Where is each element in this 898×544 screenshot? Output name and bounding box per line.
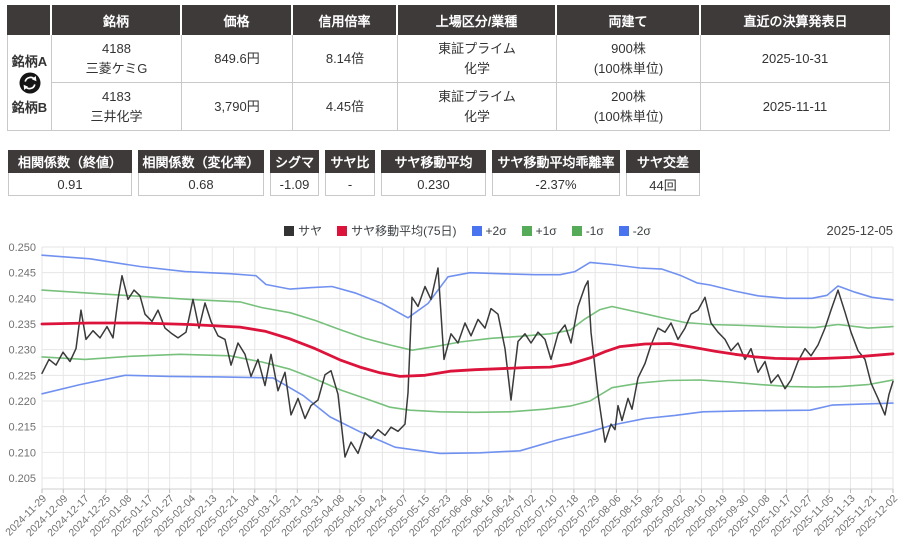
stock-name-a: 三菱ケミG bbox=[85, 60, 148, 76]
stock-code-b: 4183 bbox=[102, 89, 131, 104]
col-header-hedge: 両建て bbox=[557, 5, 701, 35]
hedge-unit-a: (100株単位) bbox=[593, 60, 664, 76]
cell-margin-ratio-b: 4.45倍 bbox=[293, 83, 398, 131]
stat-value: -1.09 bbox=[270, 173, 319, 196]
cell-margin-ratio-a: 8.14倍 bbox=[293, 35, 398, 83]
chart-date-label: 2025-12-05 bbox=[826, 223, 894, 238]
cell-hedge-b: 200株 (100株単位) bbox=[557, 83, 701, 131]
legend-swatch-minus1sigma-icon bbox=[571, 225, 582, 236]
legend-label: +2σ bbox=[485, 223, 507, 238]
cell-hedge-a: 900株 (100株単位) bbox=[557, 35, 701, 83]
col-header-earnings-date: 直近の決算発表日 bbox=[701, 5, 890, 35]
pair-table: 銘柄 価格 信用倍率 上場区分/業種 両建て 直近の決算発表日 銘柄A 銘柄B … bbox=[7, 5, 890, 131]
hedge-unit-b: (100株単位) bbox=[593, 108, 664, 124]
svg-text:0.250: 0.250 bbox=[8, 242, 36, 254]
cell-price-b: 3,790円 bbox=[182, 83, 293, 131]
cell-symbol-b: 4183 三井化学 bbox=[52, 83, 182, 131]
stock-name-b: 三井化学 bbox=[90, 108, 143, 124]
stat-sigma: シグマ -1.09 bbox=[270, 150, 319, 196]
stat-label: シグマ bbox=[270, 150, 319, 173]
stat-correlation-close: 相関係数（終値） 0.91 bbox=[8, 150, 132, 196]
stat-label: 相関係数（終値） bbox=[8, 150, 132, 173]
svg-text:0.230: 0.230 bbox=[8, 345, 36, 357]
stat-saya-ratio: サヤ比 - bbox=[325, 150, 375, 196]
stat-label: 相関係数（変化率） bbox=[138, 150, 264, 173]
svg-text:0.235: 0.235 bbox=[8, 319, 36, 331]
col-header-symbol: 銘柄 bbox=[52, 5, 182, 35]
stat-value: - bbox=[325, 173, 375, 196]
legend-label: -2σ bbox=[632, 223, 651, 238]
stat-value: -2.37% bbox=[492, 173, 620, 196]
legend-swatch-minus2sigma-icon bbox=[618, 225, 629, 236]
listing-a: 東証プライム bbox=[438, 41, 516, 56]
row-label-b: 銘柄B bbox=[11, 100, 48, 115]
hedge-shares-a: 900株 bbox=[611, 41, 646, 56]
row-label-column: 銘柄A 銘柄B bbox=[7, 35, 52, 131]
stat-saya-ma-deviation: サヤ移動平均乖離率 -2.37% bbox=[492, 150, 620, 196]
stat-value: 0.91 bbox=[8, 173, 132, 196]
saya-spread-chart: 2024-11-292024-12-092024-12-172024-12-25… bbox=[3, 242, 898, 539]
stats-row: 相関係数（終値） 0.91 相関係数（変化率） 0.68 シグマ -1.09 サ… bbox=[8, 150, 700, 196]
pair-table-corner bbox=[7, 5, 52, 35]
svg-text:0.245: 0.245 bbox=[8, 268, 36, 280]
stat-label: サヤ比 bbox=[325, 150, 375, 173]
stat-value: 0.68 bbox=[138, 173, 264, 196]
legend-swatch-plus2sigma-icon bbox=[471, 225, 482, 236]
stat-saya-ma: サヤ移動平均 0.230 bbox=[381, 150, 486, 196]
industry-a: 化学 bbox=[463, 60, 490, 76]
cell-earnings-a: 2025-10-31 bbox=[701, 35, 890, 83]
stat-correlation-change: 相関係数（変化率） 0.68 bbox=[138, 150, 264, 196]
svg-text:0.240: 0.240 bbox=[8, 293, 36, 305]
svg-text:0.220: 0.220 bbox=[8, 396, 36, 408]
col-header-margin-ratio: 信用倍率 bbox=[293, 5, 398, 35]
svg-text:0.225: 0.225 bbox=[8, 370, 36, 382]
stat-value: 44回 bbox=[626, 173, 700, 196]
swap-circle-arrows-icon bbox=[19, 72, 40, 93]
legend-swatch-plus1sigma-icon bbox=[521, 225, 532, 236]
stat-label: サヤ移動平均 bbox=[381, 150, 486, 173]
legend-swatch-ma-icon bbox=[337, 225, 348, 236]
stat-label: サヤ交差 bbox=[626, 150, 700, 173]
cell-symbol-a: 4188 三菱ケミG bbox=[52, 35, 182, 83]
listing-b: 東証プライム bbox=[438, 89, 516, 104]
row-label-a: 銘柄A bbox=[11, 54, 48, 69]
col-header-price: 価格 bbox=[182, 5, 293, 35]
legend-label: -1σ bbox=[585, 223, 604, 238]
legend-item-minus1sigma: -1σ bbox=[571, 223, 604, 238]
legend-swatch-saya-icon bbox=[284, 225, 295, 236]
stat-value: 0.230 bbox=[381, 173, 486, 196]
legend-item-minus2sigma: -2σ bbox=[618, 223, 651, 238]
cell-earnings-b: 2025-11-11 bbox=[701, 83, 890, 131]
legend-label: +1σ bbox=[535, 223, 557, 238]
legend-item-saya: サヤ bbox=[284, 222, 322, 239]
stat-label: サヤ移動平均乖離率 bbox=[492, 150, 620, 173]
svg-text:0.205: 0.205 bbox=[8, 473, 36, 485]
hedge-shares-b: 200株 bbox=[611, 89, 646, 104]
legend-item-saya-ma: サヤ移動平均(75日) bbox=[337, 222, 457, 239]
col-header-listing-industry: 上場区分/業種 bbox=[398, 5, 557, 35]
legend-label: サヤ移動平均(75日) bbox=[351, 224, 457, 238]
legend-item-plus2sigma: +2σ bbox=[471, 223, 507, 238]
cell-listing-b: 東証プライム 化学 bbox=[398, 83, 557, 131]
stat-saya-crosses: サヤ交差 44回 bbox=[626, 150, 700, 196]
swap-stocks-button[interactable] bbox=[19, 72, 41, 94]
stock-code-a: 4188 bbox=[102, 41, 131, 56]
chart-legend: サヤ サヤ移動平均(75日) +2σ +1σ -1σ -2σ bbox=[42, 222, 893, 239]
legend-item-plus1sigma: +1σ bbox=[521, 223, 557, 238]
industry-b: 化学 bbox=[463, 108, 490, 124]
svg-text:0.215: 0.215 bbox=[8, 422, 36, 434]
legend-label: サヤ bbox=[298, 224, 323, 238]
svg-text:0.210: 0.210 bbox=[8, 447, 36, 459]
cell-listing-a: 東証プライム 化学 bbox=[398, 35, 557, 83]
cell-price-a: 849.6円 bbox=[182, 35, 293, 83]
